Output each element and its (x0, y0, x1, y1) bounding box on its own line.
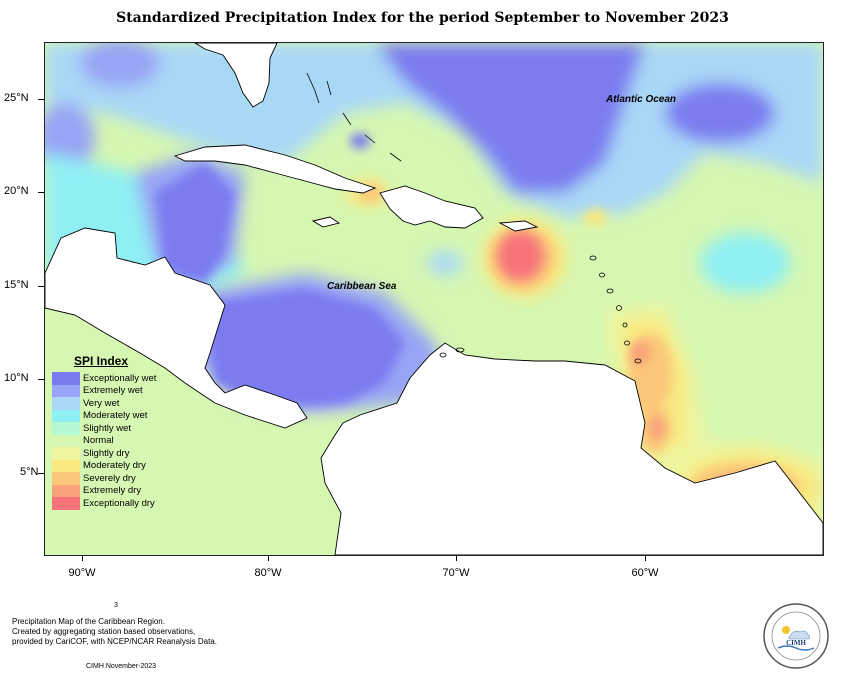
land-masses (45, 43, 823, 555)
legend-item: Slightly wet (52, 422, 156, 435)
footer-line: Created by aggregating station based obs… (12, 627, 196, 636)
lon-label-70w: 70°W (442, 567, 470, 579)
legend-label: Extremely dry (83, 485, 142, 497)
lon-tick (456, 555, 457, 561)
legend-label: Moderately dry (83, 460, 146, 472)
legend-swatch (52, 484, 80, 497)
legend-label: Exceptionally dry (83, 497, 155, 509)
wave-icon (777, 645, 815, 651)
legend-title: SPI Index (74, 354, 129, 368)
footer-caption: Precipitation Map of the Caribbean Regio… (12, 617, 217, 647)
hispaniola (379, 185, 484, 229)
lon-tick (645, 555, 646, 561)
lon-label-90w: 90°W (68, 567, 96, 579)
legend-item: Extremely dry (52, 484, 156, 497)
legend-item: Moderately wet (52, 409, 156, 422)
footer-page-number: 3 (114, 602, 118, 609)
lat-label-15n: 15°N (4, 279, 29, 291)
south-america (320, 342, 823, 555)
cimh-logo: CIMH (763, 603, 829, 669)
florida (194, 43, 278, 108)
map-title: Standardized Precipitation Index for the… (116, 10, 729, 26)
lon-label-60w: 60°W (631, 567, 659, 579)
footer-line: provided by CariCOF, with NCEP/NCAR Rean… (12, 637, 217, 646)
lat-tick (38, 192, 44, 193)
spi-map-canvas (45, 43, 823, 555)
small-islands (306, 72, 642, 364)
yucatan-central-america (45, 227, 308, 429)
legend-swatch (52, 447, 80, 460)
lat-tick (38, 379, 44, 380)
lat-label-10n: 10°N (4, 372, 29, 384)
footer-line: Precipitation Map of the Caribbean Regio… (12, 617, 165, 626)
lat-label-20n: 20°N (4, 185, 29, 197)
legend-swatch (52, 409, 80, 422)
caribbean-sea-label: Caribbean Sea (327, 281, 397, 292)
legend-label: Moderately wet (83, 410, 148, 422)
legend-label: Slightly wet (83, 422, 132, 434)
legend-swatch (52, 422, 80, 435)
legend-label: Exceptionally wet (83, 372, 157, 384)
legend-label: Very wet (83, 397, 120, 409)
spi-map: Atlantic Ocean Caribbean Sea (44, 42, 824, 556)
footer-date: CIMH November-2023 (86, 663, 157, 670)
lon-label-80w: 80°W (254, 567, 282, 579)
legend-swatch (52, 397, 80, 410)
legend-swatch (52, 434, 80, 447)
legend-swatch (52, 497, 80, 510)
legend-swatch (52, 472, 80, 485)
lat-tick (38, 473, 44, 474)
legend-label: Extremely wet (83, 385, 143, 397)
legend-label: Slightly dry (83, 447, 130, 459)
legend-item: Exceptionally wet (52, 372, 156, 385)
cloud-icon (788, 630, 811, 640)
legend-item: Slightly dry (52, 447, 156, 460)
legend-item: Very wet (52, 397, 156, 410)
legend-item: Exceptionally dry (52, 497, 156, 510)
atlantic-ocean-label: Atlantic Ocean (606, 94, 677, 105)
legend-swatch (52, 384, 80, 397)
logo-text: CIMH (786, 639, 806, 647)
lon-tick (82, 555, 83, 561)
legend-item: Severely dry (52, 472, 156, 485)
legend-item: Extremely wet (52, 384, 156, 397)
puerto-rico (498, 220, 539, 232)
spi-legend: SPI Index Exceptionally wet Extremely wet… (52, 354, 156, 510)
legend-item: Normal (52, 434, 156, 447)
legend-items: Exceptionally wet Extremely wet Very wet Mo… (52, 372, 156, 510)
legend-label: Normal (83, 435, 114, 447)
legend-label: Severely dry (83, 472, 136, 484)
lat-tick (38, 286, 44, 287)
legend-item: Moderately dry (52, 459, 156, 472)
jamaica (311, 216, 341, 228)
lat-label-5n: 5°N (20, 466, 39, 478)
sun-icon (782, 626, 790, 634)
lon-tick (268, 555, 269, 561)
lat-tick (38, 99, 44, 100)
legend-swatch (52, 372, 80, 385)
cuba (173, 144, 377, 194)
legend-swatch (52, 459, 80, 472)
lat-label-25n: 25°N (4, 92, 29, 104)
